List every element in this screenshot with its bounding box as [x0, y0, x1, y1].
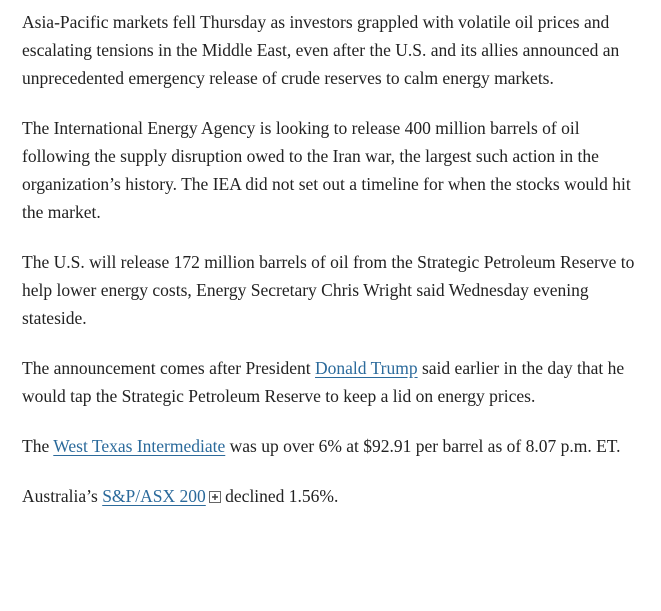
link[interactable]: Donald Trump [315, 358, 418, 378]
text: said earlier in the day that he would ta… [22, 358, 625, 406]
article: Asia-Pacific markets fell Thursday as in… [22, 8, 641, 510]
paragraph: The U.S. will release 172 million barrel… [22, 248, 641, 332]
paragraph: The West Texas Intermediate was up over … [22, 432, 641, 460]
text: was up over 6% at $92.91 per barrel as o… [225, 436, 621, 456]
text: The U.S. will release 172 million barrel… [22, 252, 635, 328]
text: declined 1.56%. [220, 486, 339, 506]
icon-plus [211, 494, 218, 500]
text: The International Energy Agency is looki… [22, 118, 631, 222]
text: The announcement comes after President [22, 358, 316, 378]
text: Australia’s [22, 486, 103, 506]
paragraph: The International Energy Agency is looki… [22, 114, 641, 226]
text: The [22, 436, 54, 456]
quote-icon[interactable] [208, 491, 221, 503]
paragraph: Asia-Pacific markets fell Thursday as in… [22, 8, 641, 92]
paragraph: Australia’s S&P/ASX 200 declined 1.56%. [22, 482, 641, 510]
paragraph: The announcement comes after President D… [22, 354, 641, 410]
link[interactable]: West Texas Intermediate [53, 436, 226, 456]
text: Asia-Pacific markets fell Thursday as in… [22, 12, 620, 88]
link[interactable]: S&P/ASX 200 [102, 486, 206, 506]
icon-box [208, 491, 221, 503]
